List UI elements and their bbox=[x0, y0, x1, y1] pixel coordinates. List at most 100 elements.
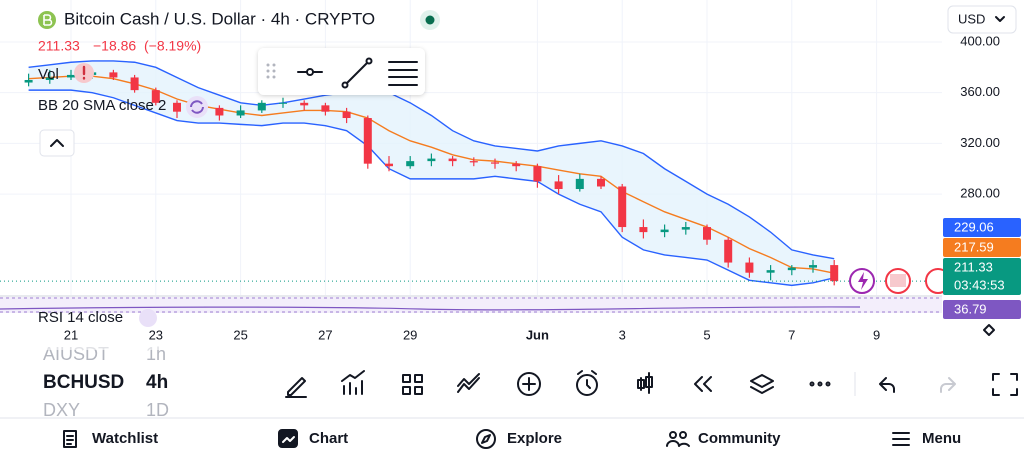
bb-icon bbox=[186, 96, 208, 118]
rsi-pane bbox=[0, 297, 942, 313]
add-tool-ring[interactable] bbox=[517, 372, 541, 396]
y-tick-label: 360.00 bbox=[960, 84, 1000, 99]
toolbar-grip bbox=[266, 63, 276, 79]
draw-tool[interactable] bbox=[285, 377, 307, 398]
x-tick-label: 9 bbox=[873, 327, 880, 342]
rsi-line-shape bbox=[0, 306, 861, 311]
candle-body bbox=[512, 163, 521, 167]
fullscreen-tool[interactable] bbox=[992, 373, 1018, 396]
nav-item[interactable]: Community bbox=[698, 430, 781, 447]
band-fill bbox=[28, 60, 835, 286]
candle-body bbox=[575, 178, 584, 190]
candle-body bbox=[597, 178, 605, 187]
redo-tool[interactable] bbox=[940, 377, 956, 393]
horizontal-line-tool[interactable] bbox=[297, 68, 323, 76]
rsi-legend: RSI 14 close bbox=[38, 309, 123, 326]
candle-body bbox=[745, 262, 754, 273]
x-tick-label: 7 bbox=[788, 327, 795, 342]
community-icon[interactable] bbox=[666, 440, 690, 447]
indicators-tool[interactable] bbox=[341, 370, 365, 395]
candle-body bbox=[385, 163, 393, 167]
band-line bbox=[28, 60, 835, 260]
nav-item[interactable]: Watchlist bbox=[92, 430, 158, 447]
chart-icon-glyph bbox=[282, 436, 295, 443]
x-tick-label: 25 bbox=[233, 327, 247, 342]
candle-body bbox=[639, 227, 648, 233]
alert-tool-ring[interactable] bbox=[576, 374, 598, 396]
bottom-toolbar bbox=[285, 370, 1018, 398]
market-status-dot bbox=[425, 15, 435, 25]
candles-tool[interactable] bbox=[637, 372, 653, 394]
nav-item[interactable]: Chart bbox=[309, 430, 348, 447]
event-glyph bbox=[858, 272, 868, 290]
price-change: −18.86 bbox=[93, 38, 136, 54]
rsi-value: 36.79 bbox=[954, 301, 987, 316]
candle-body bbox=[830, 265, 839, 282]
interval[interactable]: 1D bbox=[146, 400, 169, 420]
band-line bbox=[28, 75, 835, 274]
upper-band-value: 229.06 bbox=[954, 219, 994, 234]
candle-body bbox=[24, 79, 33, 83]
price-change-pct: (−8.19%) bbox=[144, 38, 201, 54]
x-tick-label: 27 bbox=[318, 327, 332, 342]
nav-item[interactable]: Menu bbox=[922, 430, 961, 447]
candle-body bbox=[342, 111, 351, 119]
candle-body bbox=[448, 158, 457, 162]
floating-toolbar bbox=[258, 48, 425, 95]
candle-body bbox=[660, 229, 669, 233]
symbol-title: Bitcoin Cash / U.S. Dollar · 4h · CRYPTO bbox=[64, 9, 375, 28]
candle-body bbox=[151, 90, 160, 103]
candle-body bbox=[787, 267, 796, 271]
templates-tool[interactable] bbox=[402, 374, 423, 395]
bar-countdown: 03:43:53 bbox=[954, 277, 1005, 292]
add-tool[interactable] bbox=[522, 377, 536, 391]
candle-body bbox=[215, 107, 224, 116]
x-tick-label: 29 bbox=[403, 327, 417, 342]
menu-icon[interactable] bbox=[892, 432, 910, 446]
candle-body bbox=[724, 239, 733, 263]
layers-tool[interactable] bbox=[750, 374, 774, 394]
explore-icon[interactable] bbox=[476, 429, 496, 449]
x-tick-label: Jun bbox=[526, 327, 549, 342]
y-tick-label: 400.00 bbox=[960, 33, 1000, 48]
compare-tool[interactable] bbox=[457, 373, 480, 393]
replay-tool[interactable] bbox=[694, 376, 712, 392]
bb-legend: BB 20 SMA close 2 bbox=[38, 97, 166, 114]
y-tick-label: 320.00 bbox=[960, 135, 1000, 150]
interval[interactable]: 4h bbox=[146, 372, 168, 393]
trend-line-tool[interactable] bbox=[341, 57, 373, 89]
alert-tool[interactable] bbox=[577, 370, 597, 389]
candle-body bbox=[809, 265, 817, 268]
x-tick-label: 3 bbox=[619, 327, 626, 342]
candle-body bbox=[45, 77, 54, 80]
nav-item[interactable]: Explore bbox=[507, 430, 562, 447]
symbol[interactable]: BCHUSD bbox=[43, 372, 124, 393]
currency-label[interactable]: USD bbox=[958, 11, 985, 26]
collapse-legend[interactable] bbox=[39, 129, 75, 157]
candle-body bbox=[469, 161, 478, 163]
candle-body bbox=[279, 102, 287, 104]
candle-body bbox=[533, 166, 542, 182]
candle-body bbox=[406, 161, 415, 167]
candle-body bbox=[363, 118, 372, 164]
candle-body bbox=[681, 227, 690, 230]
rsi-badge bbox=[943, 300, 1021, 319]
candle-body bbox=[321, 105, 330, 112]
candle-body bbox=[236, 110, 245, 116]
rsi-icon bbox=[139, 309, 157, 327]
undo-tool[interactable] bbox=[879, 377, 895, 393]
candle-body bbox=[173, 102, 181, 112]
plot-area bbox=[0, 60, 942, 287]
symbol[interactable]: DXY bbox=[43, 400, 80, 420]
axis-settings[interactable] bbox=[983, 324, 995, 336]
currency-selector[interactable] bbox=[947, 5, 1017, 34]
fib-tool[interactable] bbox=[388, 61, 418, 86]
nav-icons bbox=[63, 429, 910, 449]
candle-body bbox=[109, 72, 118, 78]
watchlist-icon[interactable] bbox=[63, 430, 77, 448]
last-price: 211.33 bbox=[38, 38, 80, 54]
